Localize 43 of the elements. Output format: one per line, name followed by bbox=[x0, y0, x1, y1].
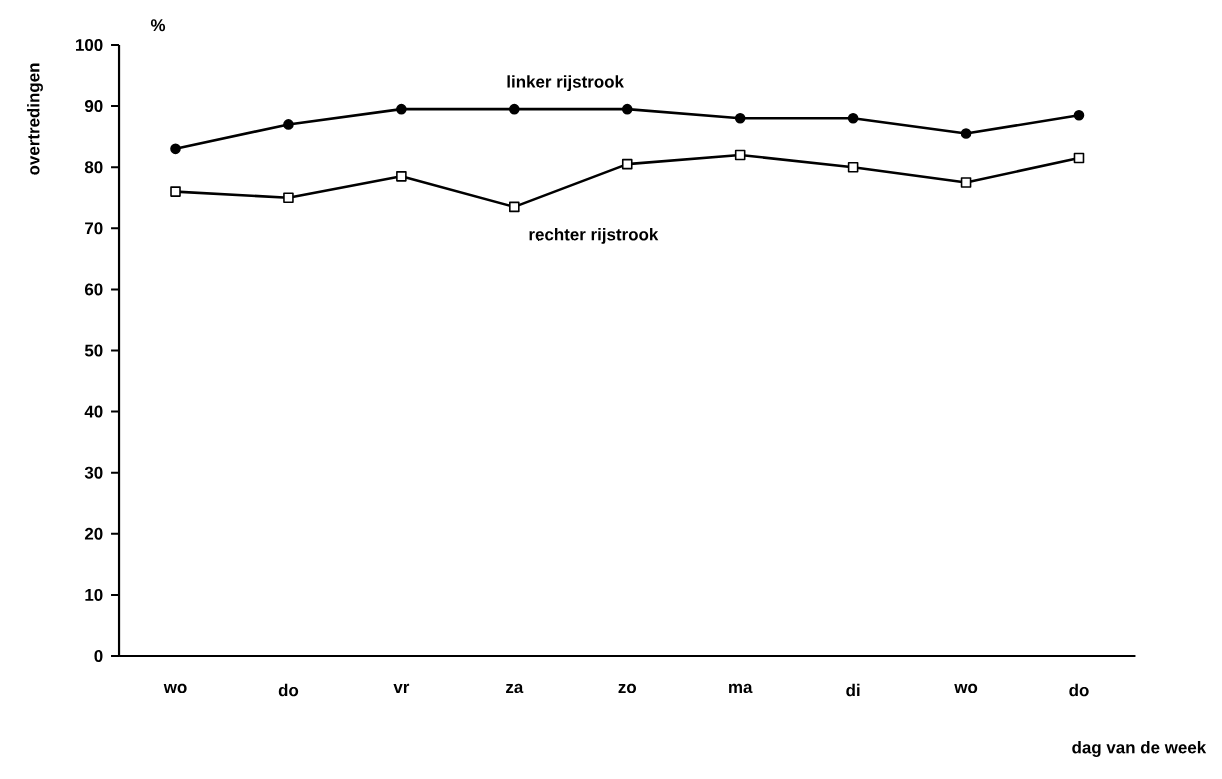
point bbox=[847, 161, 859, 173]
y-tick-label: 50 bbox=[84, 344, 103, 357]
point bbox=[1073, 109, 1085, 121]
x-tick-label: wo bbox=[954, 683, 978, 694]
x-tick-label: do bbox=[1069, 683, 1089, 697]
point bbox=[1073, 152, 1085, 164]
y-axis-title: overtredingen bbox=[27, 63, 43, 175]
point bbox=[734, 113, 746, 124]
series-label: linker rijstrook bbox=[507, 75, 624, 92]
point bbox=[847, 113, 859, 124]
y-tick-label: 0 bbox=[94, 649, 103, 662]
x-tick-label: wo bbox=[163, 683, 187, 694]
x-tick-label: do bbox=[278, 683, 299, 697]
point bbox=[396, 103, 407, 115]
y-tick-label: 30 bbox=[84, 466, 103, 479]
x-tick-label: vr bbox=[393, 683, 410, 693]
y-tick-label: 80 bbox=[84, 161, 103, 174]
y-tick-label: 60 bbox=[84, 283, 103, 296]
x-tick-label: di bbox=[846, 683, 860, 697]
point bbox=[621, 158, 633, 170]
y-tick-label: 20 bbox=[84, 527, 103, 540]
y-tick-label: 90 bbox=[84, 100, 103, 113]
y-tick-label: 100 bbox=[76, 38, 103, 51]
point bbox=[734, 149, 746, 161]
point bbox=[283, 119, 294, 130]
point bbox=[509, 201, 520, 213]
point bbox=[960, 128, 972, 139]
y-tick-label: 10 bbox=[85, 588, 103, 601]
x-axis-title: dag van de week bbox=[1072, 741, 1207, 757]
point bbox=[396, 171, 407, 182]
y-tick-label: 40 bbox=[84, 405, 103, 418]
text: % bbox=[150, 19, 166, 32]
x-tick-label: zo bbox=[618, 683, 636, 694]
point bbox=[960, 177, 972, 188]
point bbox=[283, 192, 294, 204]
point bbox=[509, 103, 520, 115]
point bbox=[621, 103, 633, 115]
series-label: rechter rijstrook bbox=[529, 228, 659, 244]
point bbox=[170, 143, 181, 155]
x-tick-label: ma bbox=[729, 683, 753, 694]
x-tick-label: za bbox=[506, 683, 524, 694]
y-tick-label: 70 bbox=[85, 222, 103, 235]
point bbox=[170, 186, 181, 197]
